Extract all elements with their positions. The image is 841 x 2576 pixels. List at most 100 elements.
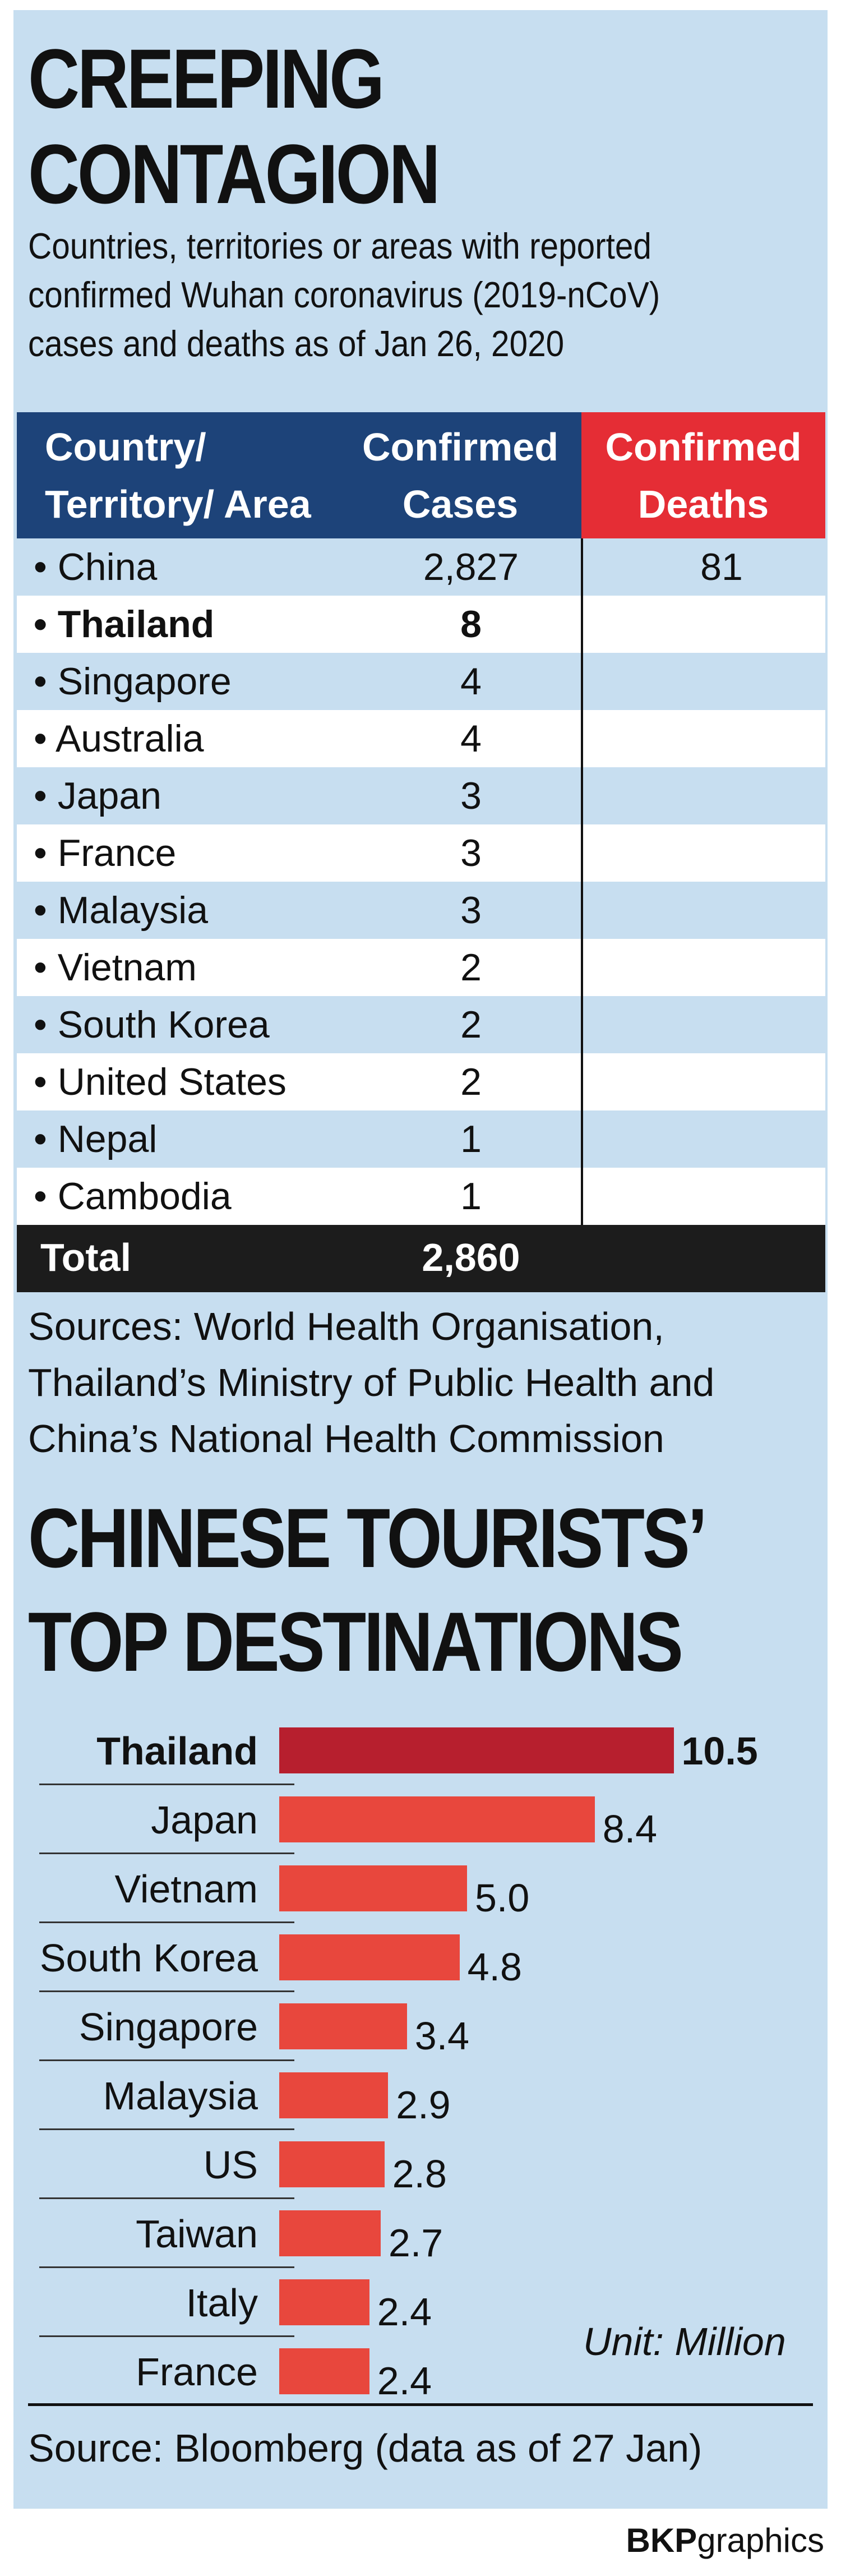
bar [279,1865,467,1911]
bar [279,2072,389,2118]
header-deaths-line2: Deaths [637,482,769,526]
row-country: • Australia [34,717,204,760]
row-cases: 4 [460,660,482,703]
bar-value-label: 8.4 [602,1807,658,1851]
row-cases: 1 [460,1118,482,1160]
sources-note: Sources: World Health Organisation, Thai… [28,1305,715,1460]
bar-value-label: 3.4 [414,2014,470,2058]
header-country-line1: Country/ [45,425,206,469]
row-country: • Singapore [34,660,232,703]
credit-brand: BKP [626,2522,697,2559]
row-cases: 2 [460,946,482,989]
row-separator [39,2266,294,2268]
row-country: • United States [34,1061,287,1103]
table-row: • United States 2 [17,1053,825,1110]
row-country: • Vietnam [34,946,197,989]
headline-line2: CONTAGION [28,127,441,221]
row-separator [39,2335,294,2337]
bar-value-label: 2.8 [392,2152,447,2196]
header-country-line2: Territory/ Area [45,482,311,526]
row-separator [39,2197,294,2199]
row-separator [39,1921,294,1923]
bar-category-label: France [136,2350,258,2394]
chart-title-line2: TOP DESTINATIONS [28,1595,683,1689]
credit-suffix: graphics [697,2522,824,2559]
bar-category-label: Italy [186,2281,258,2325]
row-cases: 3 [460,775,482,817]
header-cases-line1: Confirmed [362,425,558,469]
row-cases: 1 [460,1175,482,1218]
bar-value-label: 10.5 [681,1729,758,1773]
table-row: • Australia 4 [17,710,825,767]
credit: BKPgraphics [626,2521,824,2560]
row-country: • Japan [34,775,161,817]
row-separator [39,1852,294,1854]
header-cases: Confirmed Cases [339,412,581,538]
row-cases: 2,827 [423,546,519,588]
bar-category-label: Thailand [96,1729,258,1773]
row-country: • Malaysia [34,889,209,932]
header-cases-line2: Cases [402,482,519,526]
bar-category-label: South Korea [39,1936,258,1980]
table-row: • Vietnam 2 [17,939,825,996]
headline-line1: CREEPING [28,31,385,126]
row-country: • Nepal [34,1118,158,1160]
header-deaths: Confirmed Deaths [581,412,825,538]
chart-title-line1: CHINESE TOURISTS’ [28,1491,708,1585]
bar-value-label: 2.4 [377,2290,432,2334]
table-row-highlight: • Thailand 8 [17,596,825,653]
table-row: • Malaysia 3 [17,882,825,939]
bar-value-label: 2.9 [396,2083,451,2127]
row-separator [39,1990,294,1992]
row-country: • South Korea [34,1003,270,1046]
bar [279,1727,674,1773]
row-country: • France [34,832,177,874]
table-row: • South Korea 2 [17,996,825,1053]
bar [279,2279,369,2325]
row-country: • China [34,546,158,588]
bar-value-label: 2.4 [377,2359,432,2403]
table-row: • Cambodia 1 [17,1168,825,1225]
row-separator [39,2128,294,2130]
bar [279,2003,407,2049]
bar-category-label: Malaysia [103,2074,258,2118]
row-cases: 3 [460,889,482,932]
table-row: • Nepal 1 [17,1110,825,1168]
row-cases: 4 [460,717,482,760]
row-country: • Cambodia [34,1175,232,1218]
total-label: Total [40,1236,132,1279]
bar-value-label: 4.8 [467,1945,522,1989]
bar [279,2348,369,2394]
row-deaths: 81 [700,546,743,588]
row-cases: 2 [460,1003,482,1046]
table-row: • Singapore 4 [17,653,825,710]
header-deaths-line1: Confirmed [605,425,802,469]
divider-line [28,2403,813,2406]
bar-category-label: US [203,2143,258,2187]
header-country: Country/ Territory/ Area [17,412,339,538]
table-row: • Japan 3 [17,767,825,824]
row-separator [39,2059,294,2061]
row-cases: 8 [460,603,482,646]
row-country: • Thailand [34,603,215,646]
row-separator [39,1784,294,1785]
bar-category-label: Vietnam [114,1867,258,1911]
bar [279,2210,381,2256]
bar [279,1934,460,1980]
bar-value-label: 5.0 [475,1876,530,1920]
table-row: • China 2,827 81 [17,538,825,596]
unit-label: Unit: Million [583,2320,786,2363]
subtitle: Countries, territories or areas with rep… [28,225,660,364]
row-cases: 2 [460,1061,482,1103]
chart-source: Source: Bloomberg (data as of 27 Jan) [28,2426,703,2470]
bar [279,1796,595,1842]
column-divider [581,538,583,1225]
bar-category-label: Japan [151,1798,258,1842]
total-value: 2,860 [422,1236,520,1279]
table-row: • France 3 [17,824,825,882]
bar [279,2141,385,2187]
bar-value-label: 2.7 [388,2221,443,2265]
bar-category-label: Singapore [78,2005,258,2049]
bar-category-label: Taiwan [136,2212,258,2256]
total-row: Total 2,860 [17,1225,825,1292]
